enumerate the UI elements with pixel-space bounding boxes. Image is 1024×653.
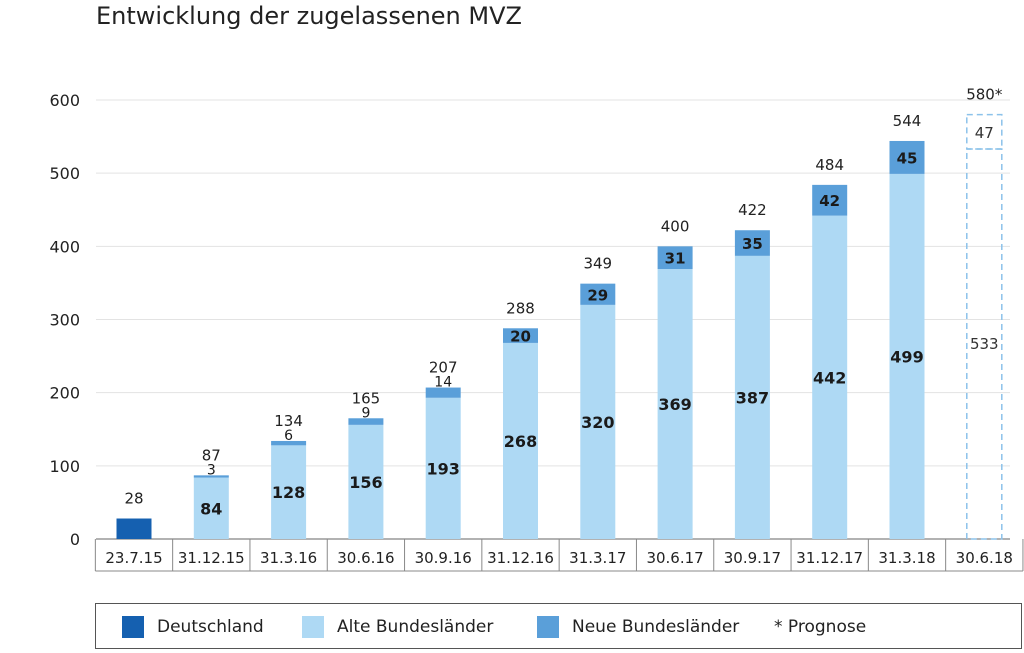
legend-label-deutschland: Deutschland (157, 617, 264, 637)
x-tick-label: 31.12.15 (178, 549, 245, 567)
value-label-alte: 193 (426, 459, 459, 478)
total-label: 484 (815, 156, 844, 174)
y-tick-label: 0 (70, 530, 80, 549)
bar-neue (734, 230, 770, 256)
bar-alte (425, 397, 461, 539)
value-label-neue: 29 (587, 286, 608, 304)
x-tick-label: 31.3.17 (569, 549, 626, 567)
bar-alte (348, 424, 384, 539)
y-tick-label: 600 (49, 91, 80, 110)
bar-alte (889, 173, 925, 540)
bar-alte (734, 255, 770, 539)
legend-label-alte: Alte Bundesländer (337, 617, 494, 637)
value-label-neue: 45 (897, 149, 918, 167)
value-label-neue: 20 (510, 328, 531, 346)
y-tick-label: 100 (49, 457, 80, 476)
bar-neue (425, 387, 461, 398)
x-tick-label: 30.9.16 (415, 549, 472, 567)
x-tick-label: 31.12.17 (796, 549, 863, 567)
legend-swatch-neue (537, 616, 559, 638)
bar-alte (580, 304, 616, 539)
total-label: 422 (738, 201, 767, 219)
value-label-alte: 320 (581, 413, 614, 432)
value-label-alte: 84 (200, 499, 222, 518)
value-label-neue: 9 (361, 405, 370, 421)
value-label-neue: 42 (819, 192, 840, 210)
total-label: 87 (202, 446, 221, 464)
bar-neue-forecast (966, 113, 1003, 150)
y-tick-label: 400 (49, 237, 80, 256)
y-tick-label: 500 (49, 164, 80, 183)
value-label-alte: 442 (813, 368, 846, 387)
value-label-neue: 3 (207, 462, 216, 478)
total-label: 134 (274, 412, 303, 430)
legend-item-prognose: * Prognose (774, 616, 866, 638)
bar-deutschland (116, 518, 152, 539)
bar-alte (193, 477, 229, 539)
legend-item-alte: Alte Bundesländer (302, 616, 493, 638)
total-label: 288 (506, 299, 535, 317)
chart-title: Entwicklung der zugelassenen MVZ (96, 2, 522, 30)
bar-neue (812, 184, 848, 216)
x-tick-label: 30.6.16 (337, 549, 394, 567)
bar-alte (271, 445, 307, 539)
y-tick-label: 300 (49, 311, 80, 330)
legend-item-deutschland: Deutschland (122, 616, 264, 638)
x-tick-label: 30.6.17 (646, 549, 703, 567)
value-label-alte: 369 (658, 395, 691, 414)
x-tick-label: 30.6.18 (956, 549, 1013, 567)
bar-alte-forecast (966, 148, 1003, 540)
total-label: 400 (661, 217, 690, 235)
legend: Deutschland Alte Bundesländer Neue Bunde… (95, 603, 1022, 649)
value-label-alte: 156 (349, 473, 382, 492)
total-label: 28 (124, 490, 143, 508)
legend-swatch-deutschland (122, 616, 144, 638)
total-label: 349 (583, 255, 612, 273)
bar-neue (580, 283, 616, 305)
value-label-neue: 14 (434, 375, 452, 391)
value-label-neue: 35 (742, 235, 763, 253)
y-tick-label: 200 (49, 384, 80, 403)
x-tick-label: 31.3.16 (260, 549, 317, 567)
value-label-alte: 533 (970, 335, 999, 353)
x-tick-label: 31.3.18 (878, 549, 935, 567)
bar-neue (503, 328, 538, 343)
total-label: 544 (893, 112, 922, 130)
bar-alte (503, 342, 538, 539)
total-label: 580* (966, 86, 1003, 104)
bar-neue (657, 246, 693, 270)
value-label-neue: 47 (975, 124, 994, 142)
x-tick-label: 31.12.16 (487, 549, 554, 567)
value-label-alte: 499 (890, 347, 923, 366)
legend-label-prognose: * Prognose (774, 617, 867, 637)
bar-alte (812, 215, 848, 539)
total-label: 165 (352, 389, 381, 407)
bar-alte (657, 269, 693, 539)
bar-neue (348, 418, 384, 425)
legend-item-neue: Neue Bundesländer (537, 616, 739, 638)
value-label-alte: 268 (504, 432, 537, 451)
total-label: 207 (429, 359, 458, 377)
bar-neue (889, 140, 925, 174)
bar-neue (271, 440, 307, 446)
bar-neue (193, 475, 229, 478)
legend-swatch-alte (302, 616, 324, 638)
x-tick-label: 30.9.17 (724, 549, 781, 567)
value-label-alte: 387 (736, 388, 769, 407)
bar-chart: 0 100 200 300 400 500 600 23.7.15 31.12.15 31.3.1… (49, 86, 1024, 572)
value-label-neue: 31 (665, 250, 686, 268)
value-label-neue: 6 (284, 428, 293, 444)
legend-label-neue: Neue Bundesländer (572, 617, 740, 637)
value-label-alte: 128 (272, 483, 305, 502)
x-tick-label: 23.7.15 (105, 549, 162, 567)
